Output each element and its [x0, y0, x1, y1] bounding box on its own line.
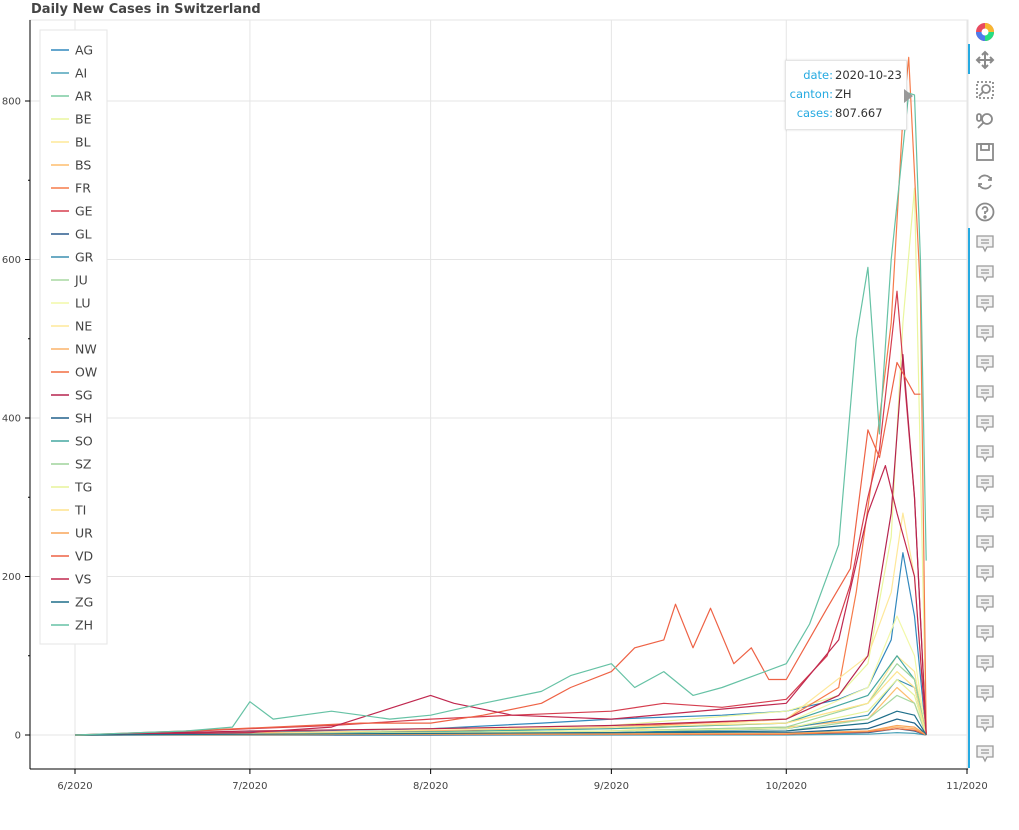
save-icon[interactable]	[972, 140, 998, 164]
help-icon[interactable]	[972, 200, 998, 224]
hover-tool-icon[interactable]	[974, 744, 996, 764]
x-tick-label: 8/2020	[413, 781, 448, 792]
x-tick-label: 9/2020	[594, 781, 629, 792]
legend-label: TG	[74, 480, 92, 495]
plot-frame	[29, 19, 969, 770]
legend-label: BE	[75, 112, 92, 127]
hover-tool-icon[interactable]	[974, 444, 996, 464]
series-line-fr	[74, 56, 927, 736]
legend-label: BS	[75, 158, 91, 173]
axes: 0 200 400 600 800 6/2020 7/2020 8/2020 9/2020 10/…	[2, 20, 988, 792]
bokeh-logo-icon[interactable]	[972, 20, 998, 44]
series-line-zh	[74, 92, 927, 736]
legend-label: SH	[75, 411, 92, 426]
y-tick-label: 800	[2, 97, 21, 108]
legend-label: GR	[75, 250, 94, 265]
legend-label: GL	[75, 227, 92, 242]
wheel-zoom-icon[interactable]	[972, 109, 998, 133]
hover-tool-icon[interactable]	[974, 354, 996, 374]
legend-label: AG	[75, 43, 93, 58]
legend-label: ZH	[75, 618, 93, 633]
hover-tool-icon[interactable]	[974, 624, 996, 644]
series-line-vd	[74, 361, 921, 736]
hover-tool-icon[interactable]	[974, 414, 996, 434]
hover-tool-icon[interactable]	[974, 684, 996, 704]
tooltip-row-date: date: 2020-10-23	[786, 68, 906, 86]
legend-label: AR	[75, 89, 93, 104]
legend-label: NW	[75, 342, 97, 357]
series-line-ur	[74, 724, 927, 736]
chart-title: Daily New Cases in Switzerland	[31, 2, 261, 17]
hover-tool-icon[interactable]	[974, 654, 996, 674]
legend-label: OW	[75, 365, 97, 380]
x-tick-label: 11/2020	[946, 781, 988, 792]
legend-label: FR	[75, 181, 91, 196]
toolbar-active-bar-hover	[968, 228, 970, 768]
legend-label: LU	[75, 296, 91, 311]
box-zoom-icon[interactable]	[972, 78, 998, 102]
tooltip-row-cases: cases: 807.667	[786, 106, 906, 124]
series-line-zg	[74, 710, 927, 736]
legend-label: NE	[75, 319, 92, 334]
hover-tool-icon[interactable]	[974, 264, 996, 284]
legend-label: VD	[75, 549, 93, 564]
hover-tooltip: date: 2020-10-23 canton: ZH cases: 807.6…	[785, 60, 907, 130]
y-tick-label: 400	[2, 414, 21, 425]
x-tick-label: 10/2020	[765, 781, 807, 792]
y-tick-label: 0	[15, 731, 21, 742]
legend-label: SO	[75, 434, 93, 449]
tooltip-date-value: 2020-10-23	[835, 68, 902, 82]
hover-tool-icon[interactable]	[974, 234, 996, 254]
y-tick-label: 600	[2, 255, 21, 266]
legend-label: SG	[75, 388, 93, 403]
legend-label: VS	[75, 572, 92, 587]
series-line-sg	[74, 354, 927, 736]
legend-label: ZG	[75, 595, 93, 610]
hover-tool-icon[interactable]	[974, 594, 996, 614]
series-line-tg	[74, 678, 927, 736]
tooltip-cases-key: cases:	[796, 106, 833, 120]
legend[interactable]: AG AI AR BE BL BS FR GE GL GR JU LU NE NW OW SG SH SO SZ TG…	[39, 29, 108, 645]
tooltip-arrow	[904, 89, 913, 103]
legend-box	[39, 29, 108, 645]
series-line-ti	[74, 670, 927, 736]
legend-label: GE	[75, 204, 93, 219]
hover-tool-icon[interactable]	[974, 294, 996, 314]
x-tick-label: 7/2020	[232, 781, 267, 792]
legend-label: SZ	[75, 457, 92, 472]
legend-label: BL	[75, 135, 91, 150]
hover-tool-icon[interactable]	[974, 504, 996, 524]
legend-label: TI	[74, 503, 86, 518]
series-line-vs	[74, 465, 927, 736]
hover-tool-icon[interactable]	[974, 474, 996, 494]
hover-tool-icon[interactable]	[974, 534, 996, 554]
hover-tool-icon[interactable]	[974, 714, 996, 734]
hover-tool-icon[interactable]	[974, 384, 996, 404]
series-line-so	[74, 655, 927, 736]
hover-tool-icon[interactable]	[974, 564, 996, 584]
legend-label: UR	[75, 526, 93, 541]
tooltip-canton-key: canton:	[789, 87, 833, 101]
legend-label: AI	[75, 66, 87, 81]
x-tick-label: 6/2020	[57, 781, 92, 792]
tooltip-canton-value: ZH	[835, 87, 852, 101]
reset-icon[interactable]	[972, 170, 998, 194]
series-lines	[74, 56, 927, 736]
pan-icon[interactable]	[972, 48, 998, 72]
toolbar-active-bar-top	[968, 44, 970, 74]
series-line-ge	[74, 290, 927, 736]
tooltip-date-key: date:	[803, 68, 833, 82]
series-line-gl	[75, 728, 927, 736]
hover-tool-icon[interactable]	[974, 324, 996, 344]
tooltip-row-canton: canton: ZH	[786, 87, 906, 105]
tooltip-cases-value: 807.667	[835, 106, 883, 120]
legend-label: JU	[74, 273, 88, 288]
y-tick-label: 200	[2, 572, 21, 583]
